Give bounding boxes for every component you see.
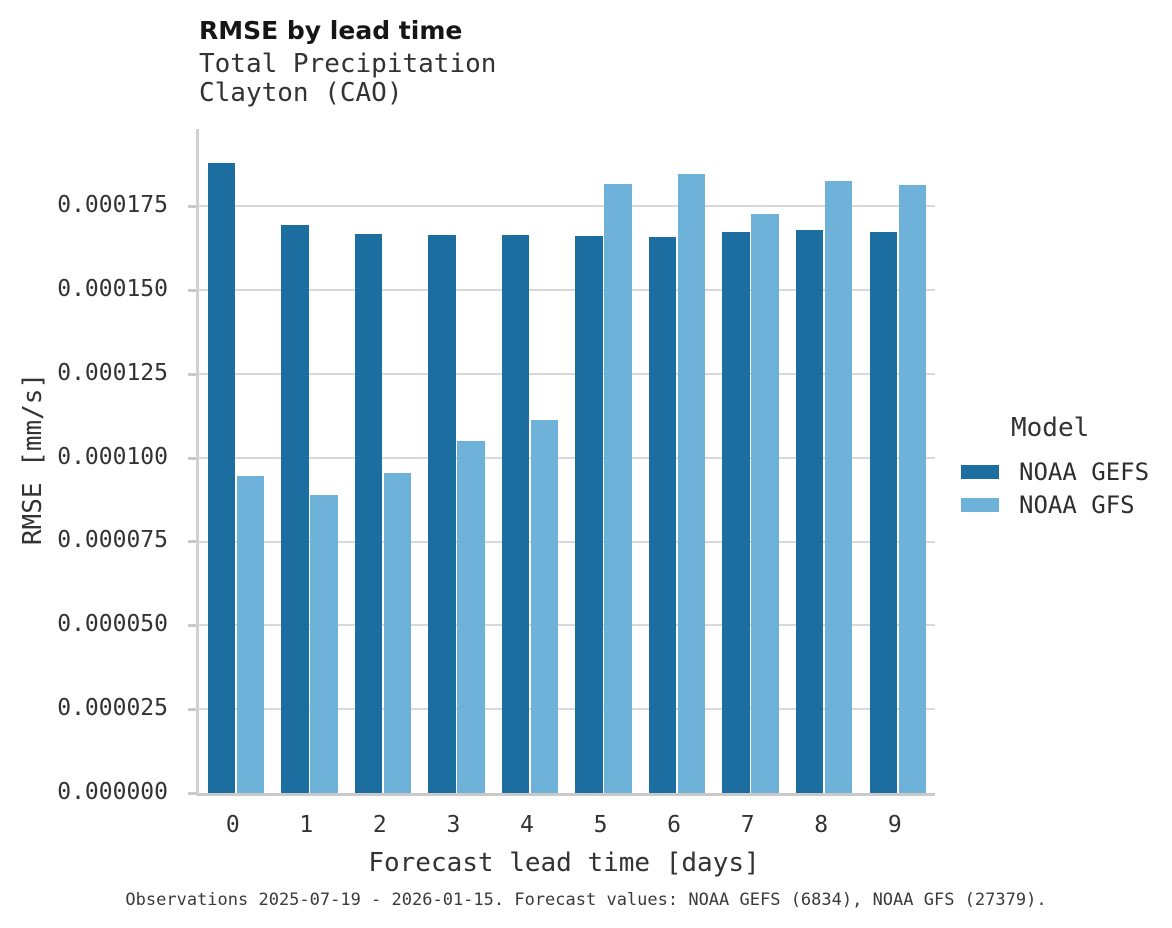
bar-noaa-gefs — [354, 233, 383, 793]
x-tick-label: 9 — [887, 812, 902, 838]
legend-entry: NOAA GEFS — [961, 455, 1149, 488]
bar-noaa-gfs — [824, 181, 853, 793]
y-tick-label: 0.000100 — [57, 443, 168, 470]
y-tick-label: 0.000000 — [57, 779, 168, 805]
legend-entries: NOAA GEFS NOAA GFS — [961, 455, 1149, 521]
chart-title: RMSE by lead time — [199, 16, 463, 45]
y-tick-label: 0.000025 — [57, 695, 168, 722]
x-tick-label: 3 — [446, 812, 461, 838]
legend-swatch — [961, 497, 999, 512]
bar-noaa-gfs — [677, 173, 706, 793]
legend-entry: NOAA GFS — [961, 488, 1149, 521]
bar-noaa-gefs — [648, 236, 677, 793]
y-tick-label: 0.000125 — [57, 359, 168, 386]
y-tick-label: 0.000175 — [57, 192, 168, 219]
bar-noaa-gfs — [310, 495, 338, 793]
x-axis-title: Forecast lead time [days] — [368, 848, 760, 878]
gridline — [199, 288, 935, 291]
legend-title: Model — [1011, 413, 1090, 443]
y-tick-mark — [188, 624, 196, 628]
bar-noaa-gfs — [457, 440, 485, 793]
gridline — [199, 540, 935, 543]
legend-swatch — [961, 464, 999, 479]
bar-noaa-gefs — [575, 236, 603, 793]
y-tick-mark — [188, 372, 196, 376]
x-tick-label: 2 — [372, 812, 387, 838]
y-tick-mark — [188, 456, 196, 460]
x-tick-label: 5 — [593, 812, 608, 838]
gridline — [199, 205, 935, 208]
gridline — [199, 456, 935, 459]
bar-noaa-gefs — [281, 224, 309, 793]
x-tick-label: 6 — [667, 812, 682, 838]
y-tick-mark — [188, 205, 196, 209]
caption: Observations 2025-07-19 - 2026-01-15. Fo… — [125, 890, 1047, 910]
bar-noaa-gfs — [236, 476, 264, 793]
gridline — [199, 372, 935, 375]
x-tick-label: 0 — [225, 812, 240, 838]
bar-noaa-gefs — [795, 229, 824, 793]
y-tick-mark — [188, 540, 196, 544]
bar-noaa-gfs — [604, 184, 632, 793]
y-tick-mark — [188, 792, 196, 795]
y-tick-mark — [188, 708, 196, 712]
bar-noaa-gefs — [722, 231, 750, 793]
plot-area — [196, 129, 935, 796]
y-tick-label: 0.000075 — [57, 527, 168, 554]
bar-noaa-gfs — [383, 473, 412, 793]
bar-noaa-gfs — [898, 185, 927, 793]
gridline — [199, 708, 935, 711]
bar-noaa-gefs — [501, 235, 530, 793]
x-tick-label: 8 — [814, 812, 829, 838]
y-tick-label: 0.000050 — [57, 611, 168, 638]
legend-label: NOAA GFS — [1019, 490, 1135, 519]
legend-label: NOAA GEFS — [1019, 457, 1150, 486]
x-tick-label: 7 — [740, 812, 755, 838]
x-tick-label: 1 — [299, 812, 314, 838]
chart-subtitle: Total Precipitation Clayton (CAO) — [199, 49, 497, 108]
bar-noaa-gefs — [869, 231, 898, 793]
bar-noaa-gfs — [751, 214, 779, 793]
legend: Model NOAA GEFS NOAA GFS — [961, 413, 1149, 521]
y-tick-mark — [188, 288, 196, 292]
bar-noaa-gfs — [530, 420, 559, 793]
bar-noaa-gefs — [207, 162, 235, 793]
y-tick-label: 0.000150 — [57, 275, 168, 302]
bar-noaa-gefs — [428, 235, 456, 793]
gridline — [199, 624, 935, 627]
x-tick-label: 4 — [520, 812, 534, 838]
